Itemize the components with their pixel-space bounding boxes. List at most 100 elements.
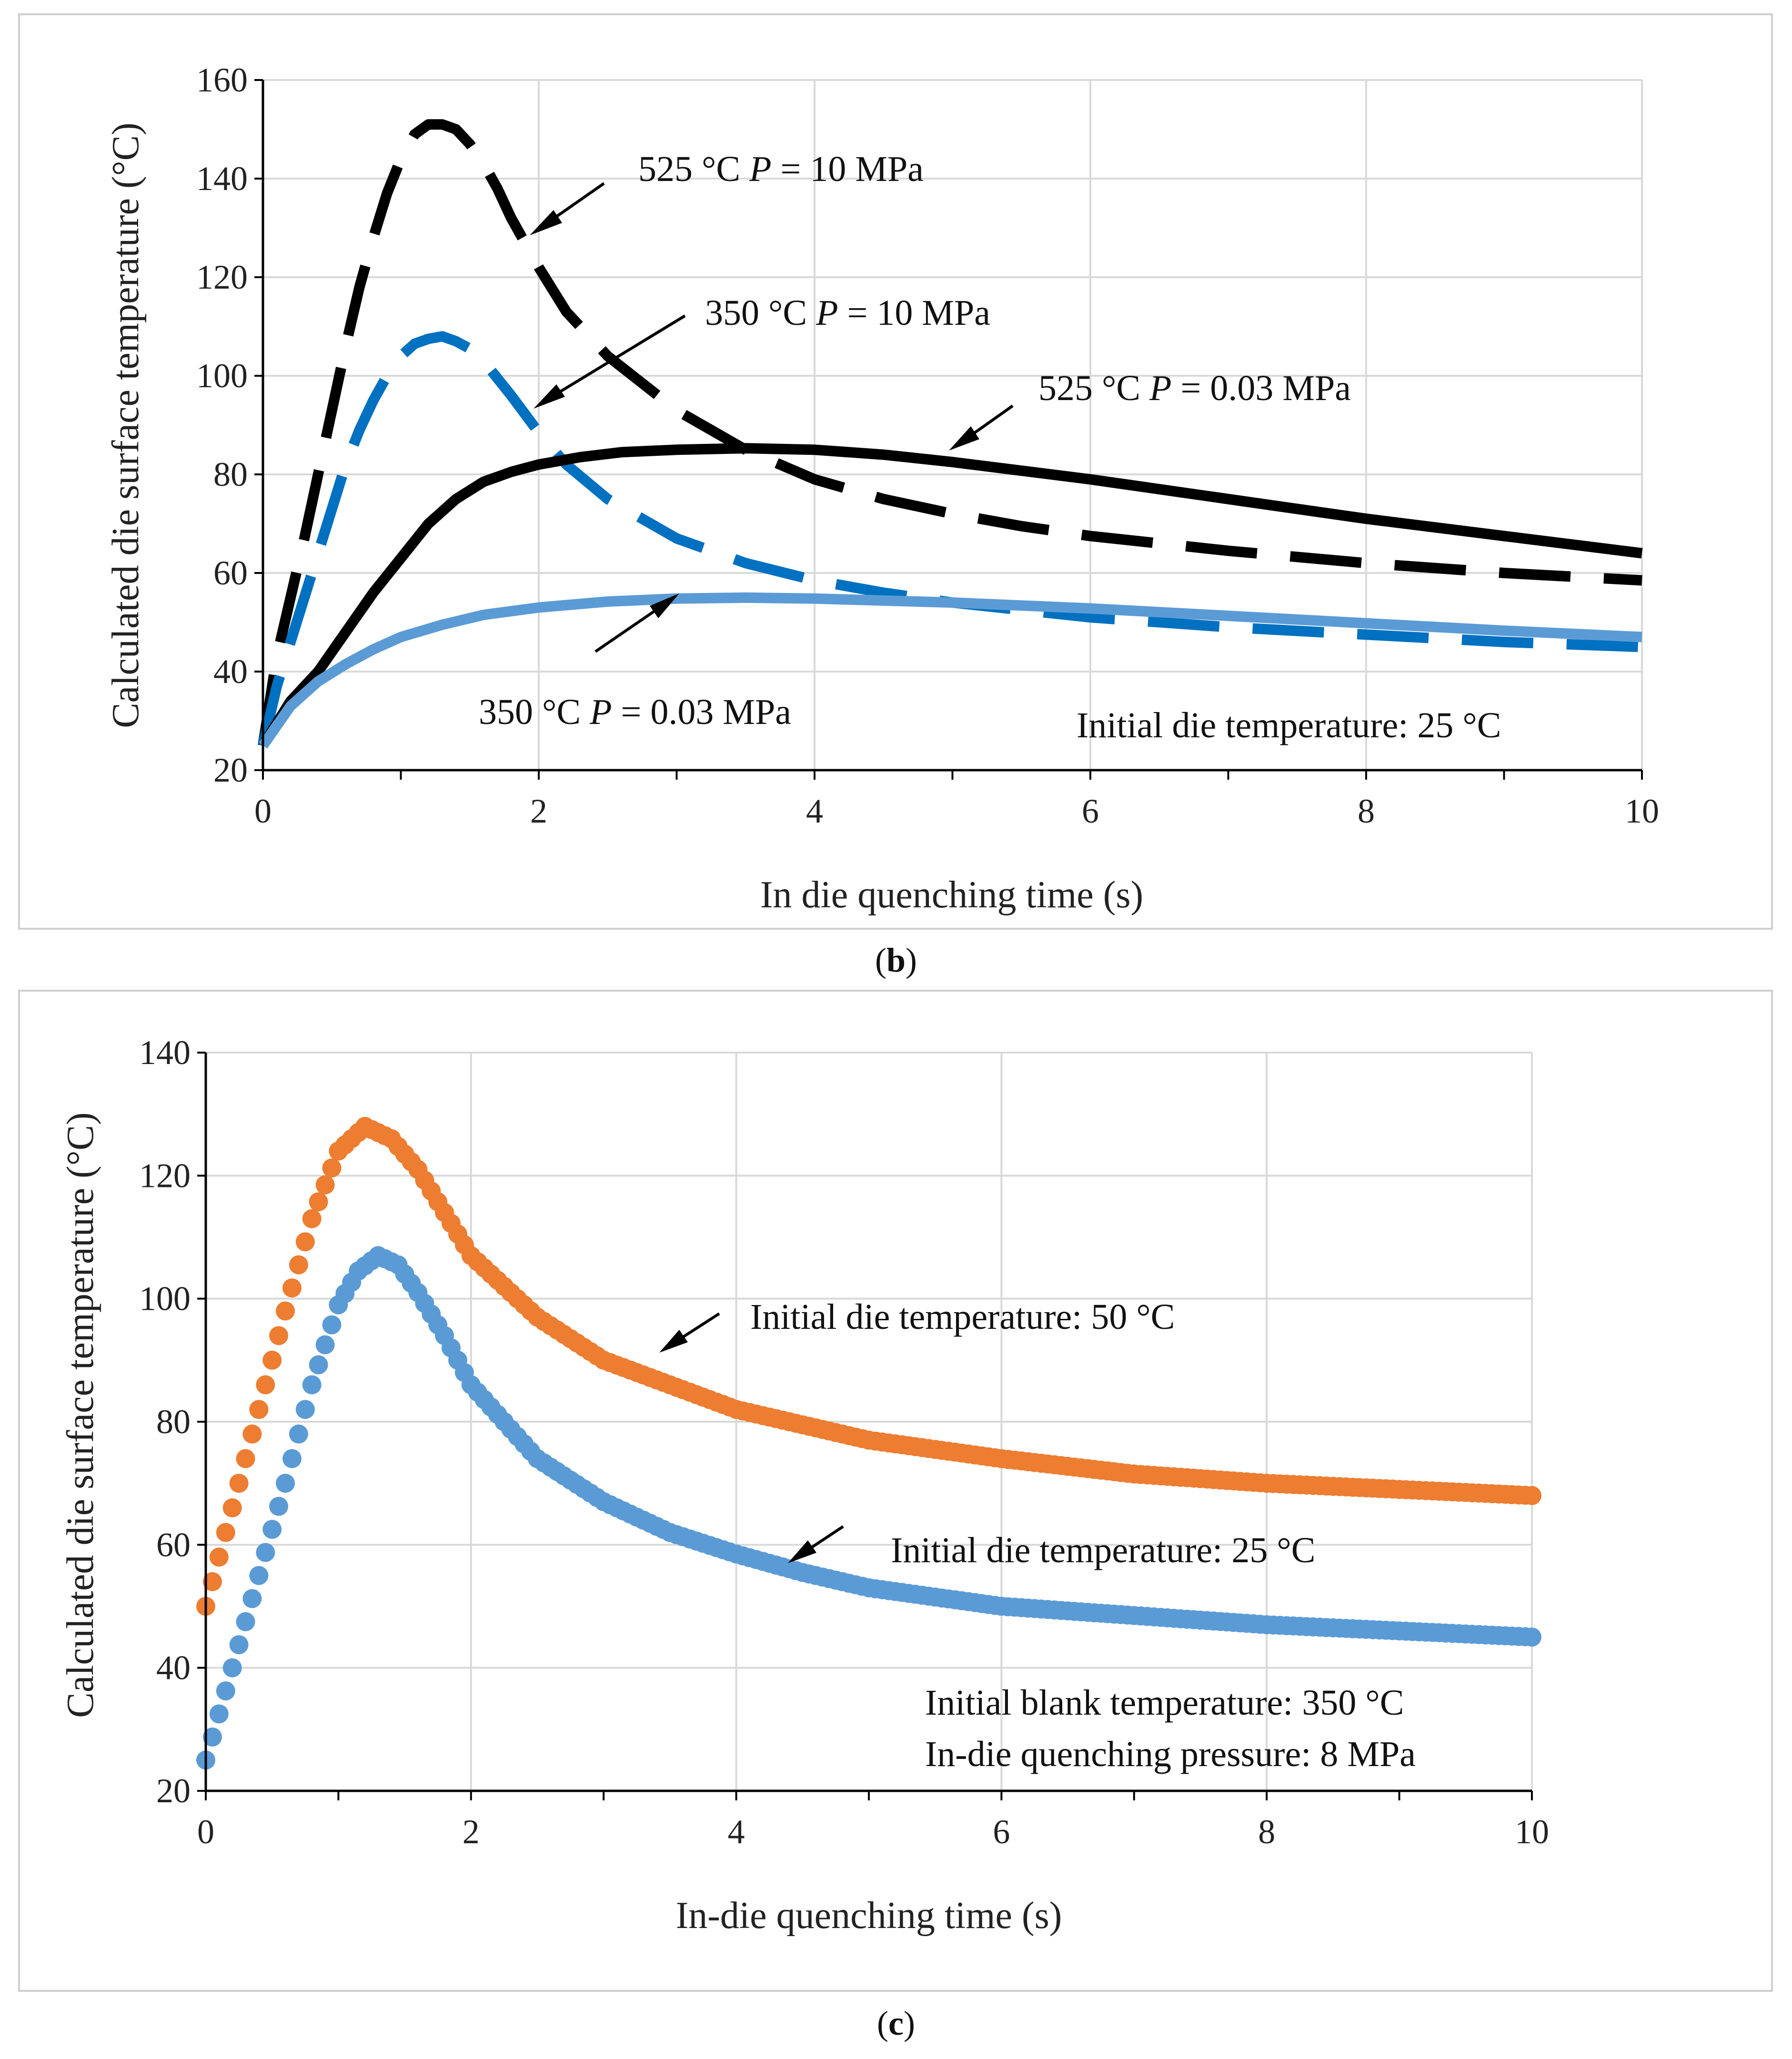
data-point	[322, 1158, 342, 1178]
panel-c-x-axis-title: In-die quenching time (s)	[676, 1895, 1062, 1937]
panel-c-y-axis-title: Calculated die surface temperature (°C)	[60, 1112, 101, 1718]
panel-c-pressure-note: In-die quenching pressure: 8 MPa	[925, 1734, 1416, 1774]
panel-b-arrows	[530, 182, 1014, 653]
data-point	[209, 1547, 229, 1567]
data-point	[315, 1335, 335, 1355]
x-tick-label: 4	[728, 1813, 745, 1851]
data-point	[222, 1498, 242, 1517]
y-tick-label: 120	[139, 1156, 191, 1195]
arrow-head-525-003mpa	[949, 426, 979, 451]
data-point	[309, 1192, 328, 1212]
data-point	[242, 1424, 262, 1444]
annotation-525-003mpa-value: = 0.03 MPa	[1172, 368, 1351, 408]
data-point	[315, 1175, 335, 1195]
x-tick-label: 8	[1358, 792, 1375, 830]
data-point	[282, 1278, 302, 1298]
data-point	[309, 1355, 328, 1375]
y-tick-label: 120	[196, 258, 248, 296]
arrow-shaft-525-10mpa	[548, 182, 605, 223]
y-tick-label: 100	[196, 357, 248, 395]
data-point	[322, 1315, 342, 1335]
data-point	[236, 1449, 255, 1468]
data-point	[289, 1424, 308, 1444]
panel-c-series-layer	[196, 1117, 1541, 1770]
annotation-525-10mpa: 525 °C P = 10 MPa	[638, 149, 924, 189]
y-tick-label: 40	[156, 1649, 191, 1687]
arrow-head-350-10mpa	[534, 384, 565, 409]
data-point	[1522, 1486, 1541, 1505]
y-tick-label: 60	[213, 554, 248, 592]
data-point	[295, 1232, 315, 1252]
y-tick-label: 160	[196, 61, 248, 99]
series-points-1	[196, 1246, 1541, 1770]
annotation-525-003mpa: 525 °C P = 0.03 MPa	[1038, 368, 1351, 408]
y-tick-label: 80	[156, 1403, 191, 1441]
data-point	[256, 1543, 275, 1562]
data-point	[269, 1326, 289, 1346]
data-point	[302, 1375, 322, 1395]
arrow-shaft-350-10mpa	[552, 314, 686, 398]
panel-c-letter: c	[888, 2004, 904, 2042]
panel-c-tick-labels: 20 40 60 80 100 120 140 0 2 4 6 8 10	[139, 1034, 1549, 1851]
y-tick-label: 60	[156, 1526, 191, 1564]
panel-b-gridlines	[263, 79, 1643, 770]
data-point	[242, 1589, 262, 1608]
data-point	[276, 1474, 295, 1493]
arrow-head-350-003mpa	[650, 593, 679, 618]
panel-b-axes	[254, 79, 1643, 780]
data-point	[276, 1301, 295, 1321]
x-tick-label: 2	[463, 1813, 480, 1851]
panel-c-blank-temp-note: Initial blank temperature: 350 °C	[925, 1683, 1404, 1723]
x-tick-label: 8	[1258, 1813, 1275, 1851]
data-point	[216, 1681, 235, 1701]
panel-c-label: (c)	[877, 2004, 915, 2042]
data-point	[249, 1400, 269, 1419]
data-point	[202, 1728, 222, 1747]
y-tick-label: 20	[213, 751, 248, 789]
data-point	[249, 1566, 269, 1585]
arrow-head-die-50	[659, 1330, 688, 1353]
panel-b-letter: b	[886, 941, 906, 979]
panel-b-y-axis-title: Calculated die surface temperature (°C)	[105, 122, 147, 728]
panel-c-arrows	[659, 1312, 844, 1563]
y-tick-label: 20	[156, 1772, 191, 1810]
annotation-525-10mpa-value: = 10 MPa	[772, 149, 924, 189]
annotation-350-10mpa: 350 °C P = 10 MPa	[705, 293, 990, 333]
x-tick-label: 0	[254, 792, 272, 830]
arrow-head-die-25	[788, 1540, 816, 1563]
annotation-350-10mpa-temp: 350 °C	[705, 293, 816, 333]
data-point	[269, 1497, 289, 1516]
x-tick-label: 10	[1625, 792, 1659, 830]
panel-b-frame	[18, 13, 1773, 930]
data-point	[302, 1209, 322, 1228]
annotation-525-003mpa-p: P	[1149, 368, 1171, 408]
y-tick-label: 80	[213, 455, 248, 493]
panel-b-x-axis-title: In die quenching time (s)	[760, 874, 1143, 916]
y-tick-label: 40	[213, 653, 248, 691]
annotation-525-10mpa-p: P	[749, 149, 771, 189]
panel-b-initial-die-note: Initial die temperature: 25 °C	[1077, 705, 1501, 745]
series-line-2	[258, 443, 1643, 749]
panel-b-label: (b)	[875, 941, 917, 979]
arrow-shaft-350-003mpa	[594, 604, 663, 653]
panel-c: 20 40 60 80 100 120 140 0 2 4 6 8 10 In-die quenchin…	[18, 990, 1773, 2042]
annotation-350-10mpa-p: P	[815, 293, 838, 333]
annotation-350-003mpa-temp: 350 °C	[479, 692, 590, 732]
data-point	[256, 1375, 275, 1395]
arrow-head-525-10mpa	[530, 210, 562, 235]
data-point	[209, 1704, 229, 1724]
y-tick-label: 100	[139, 1280, 191, 1318]
panel-c-label-50: Initial die temperature: 50 °C	[750, 1297, 1175, 1337]
x-tick-label: 4	[806, 792, 823, 830]
x-tick-label: 10	[1515, 1813, 1549, 1851]
annotation-350-10mpa-value: = 10 MPa	[838, 293, 990, 333]
series-points-0	[196, 1117, 1541, 1616]
panel-c-axes	[197, 1052, 1533, 1800]
data-point	[262, 1350, 282, 1370]
x-tick-label: 2	[530, 792, 547, 830]
y-tick-label: 140	[139, 1034, 191, 1072]
data-point	[202, 1572, 222, 1591]
data-point	[216, 1523, 235, 1542]
data-point	[229, 1635, 249, 1655]
